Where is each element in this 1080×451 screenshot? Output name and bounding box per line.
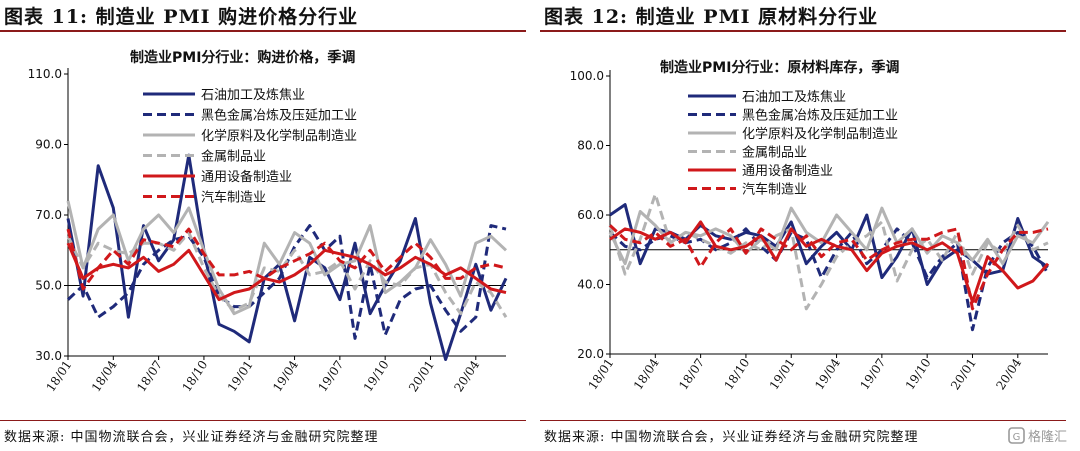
x-tick-label: 19/04 (812, 356, 843, 393)
y-tick-label: 80.0 (577, 139, 604, 153)
y-tick-label: 100.0 (570, 69, 604, 83)
x-tick-label: 18/07 (676, 356, 707, 393)
series-line (66, 231, 508, 318)
right-figure-panel: 图表 12: 制造业 PMI 原材料分行业 制造业PMI分行业：原材料库存，季调… (540, 0, 1080, 451)
x-tick-label: 19/07 (857, 356, 888, 393)
gelonghui-logo-icon: G (1008, 427, 1025, 444)
series-line (66, 153, 508, 361)
y-tick-label: 30.0 (35, 349, 62, 363)
x-tick-label: 19/10 (903, 356, 934, 393)
y-tick-label: 60.0 (577, 208, 604, 222)
purchase-price-chart: 制造业PMI分行业：购进价格，季调 30.0 50.0 70.0 90.0 110.0 18… (28, 49, 508, 395)
source-divider (540, 420, 1066, 421)
figure-11-source: 数据来源: 中国物流联合会，兴业证券经济与金融研究院整理 (4, 430, 379, 445)
watermark: G 格隆汇 (1008, 427, 1067, 445)
x-tick-label: 19/10 (361, 358, 392, 395)
chart-title: 制造业PMI分行业：购进价格，季调 (130, 49, 355, 66)
x-tick-label: 19/07 (315, 358, 346, 395)
legend-label: 化学原料及化学制品制造业 (742, 126, 898, 142)
series-line (66, 227, 507, 291)
legend-label: 石油加工及炼焦业 (742, 90, 846, 105)
series-line (66, 200, 508, 316)
x-tick-label: 18/04 (89, 358, 120, 395)
series-line (66, 224, 507, 340)
y-tick-label: 20.0 (577, 347, 604, 361)
x-tick-label: 19/01 (767, 356, 798, 393)
svg-text:G: G (1013, 432, 1021, 443)
legend-label: 汽车制造业 (742, 182, 807, 198)
x-tick-label: 18/04 (631, 356, 662, 393)
left-figure-panel: 图表 11: 制造业 PMI 购进价格分行业 制造业PMI分行业：购进价格，季调… (0, 6, 526, 445)
series-line (609, 203, 1049, 286)
legend-label: 化学原料及化学制品制造业 (201, 128, 357, 144)
legend-label: 黑色金属冶炼及压延加工业 (201, 108, 357, 124)
raw-material-inventory-chart: 制造业PMI分行业：原材料库存，季调 20.0 40.0 60.0 80.0 100.0 1… (570, 59, 1050, 393)
x-tick-label: 19/04 (270, 358, 301, 395)
x-tick-label: 20/01 (948, 356, 979, 393)
series-line (608, 227, 1050, 332)
figure-12-title: 图表 12: 制造业 PMI 原材料分行业 (544, 6, 879, 28)
legend-label: 通用设备制造业 (742, 163, 833, 179)
x-tick-label: 20/01 (406, 358, 437, 395)
x-tick-label: 18/10 (179, 358, 210, 395)
y-tick-label: 50.0 (35, 279, 62, 293)
series-line (66, 242, 507, 302)
watermark-text: 格隆汇 (1028, 429, 1067, 445)
x-tick-label: 18/01 (586, 356, 617, 393)
legend-label: 石油加工及炼焦业 (201, 88, 305, 103)
figure-12-source: 数据来源: 中国物流联合会，兴业证券经济与金融研究院整理 (544, 430, 919, 445)
legend-label: 金属制品业 (201, 149, 266, 165)
y-tick-label: 90.0 (35, 138, 62, 152)
chart-title: 制造业PMI分行业：原材料库存，季调 (660, 59, 899, 76)
legend-label: 通用设备制造业 (201, 169, 292, 185)
y-tick-label: 40.0 (577, 278, 604, 292)
figure-11-title: 图表 11: 制造业 PMI 购进价格分行业 (4, 6, 359, 28)
x-tick-label: 18/10 (721, 356, 752, 393)
x-tick-label: 20/04 (993, 356, 1024, 393)
x-tick-label: 18/07 (134, 358, 165, 395)
y-tick-label: 110.0 (28, 67, 62, 81)
series-line (608, 192, 1049, 311)
title-divider (0, 30, 526, 32)
x-tick-label: 18/01 (44, 358, 75, 395)
legend-label: 金属制品业 (742, 145, 807, 161)
legend-label: 黑色金属冶炼及压延加工业 (742, 108, 898, 124)
title-divider (540, 30, 1066, 32)
source-divider (0, 420, 526, 421)
legend-label: 汽车制造业 (201, 190, 266, 206)
x-tick-label: 19/01 (225, 358, 256, 395)
series-line (608, 224, 1049, 311)
x-tick-label: 20/04 (451, 358, 482, 395)
y-tick-label: 70.0 (35, 208, 62, 222)
